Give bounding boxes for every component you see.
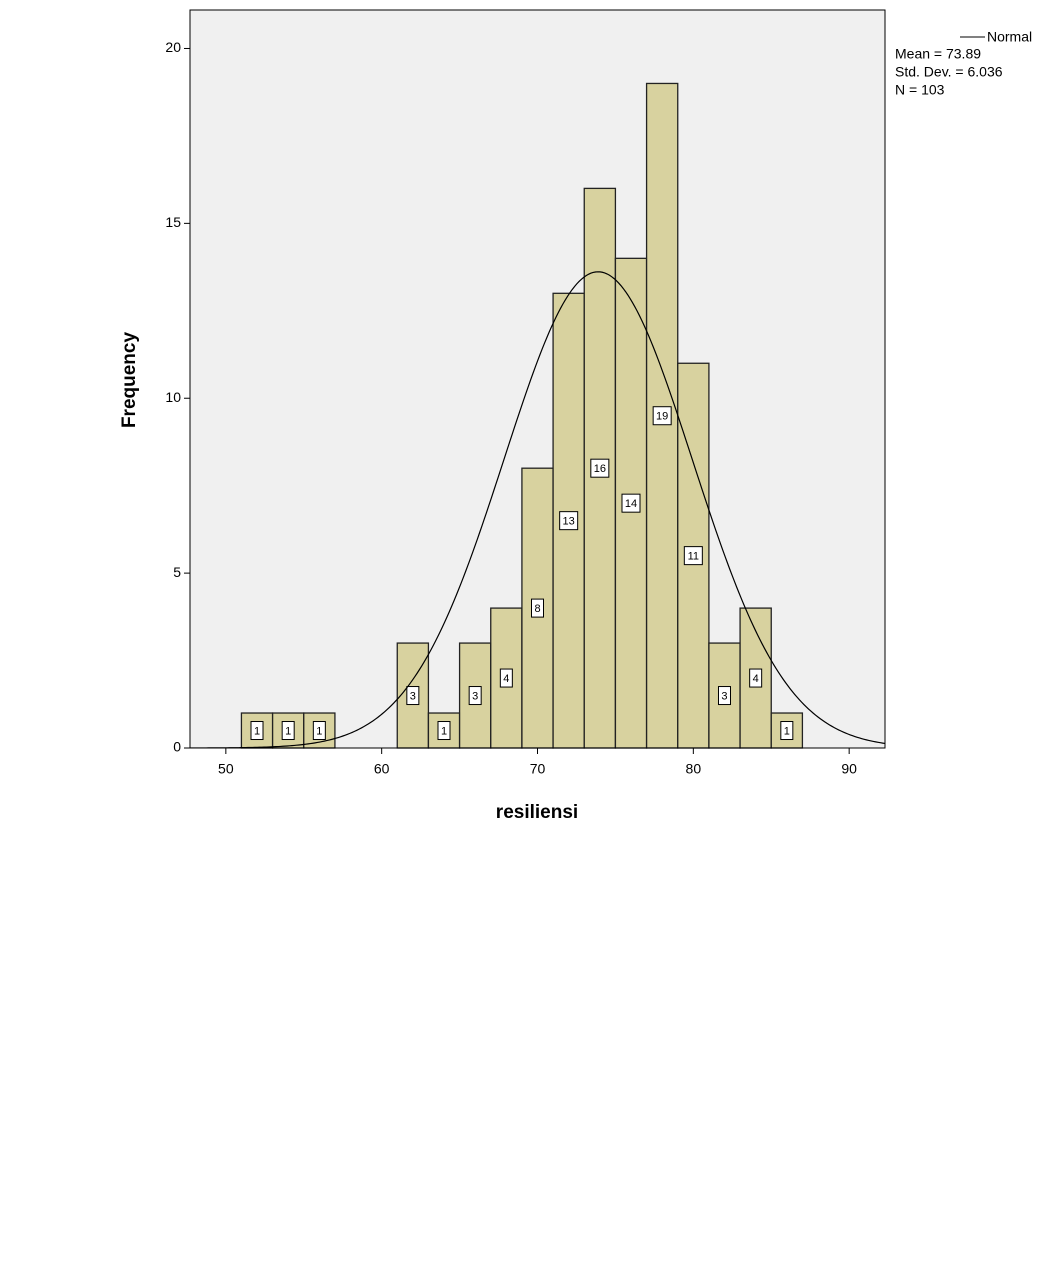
value-label-box (590, 458, 610, 478)
value-label-box (312, 721, 326, 741)
value-label-box (780, 721, 794, 741)
value-label: 3 (721, 690, 727, 702)
value-label-box (468, 686, 482, 706)
legend-sd: Std. Dev. = 6.036 (895, 64, 1003, 80)
value-label: 8 (534, 603, 540, 615)
value-label-box (621, 493, 641, 513)
value-label-box (250, 721, 264, 741)
value-label-box (559, 511, 579, 531)
value-label: 1 (784, 725, 790, 737)
value-label: 1 (316, 725, 322, 737)
value-label-box (406, 686, 420, 706)
y-tick-label: 10 (165, 389, 181, 405)
y-tick-label: 5 (173, 564, 181, 580)
normal-curve (190, 271, 886, 749)
legend-label: Normal (987, 29, 1032, 45)
legend-n: N = 103 (895, 82, 945, 98)
x-tick-label: 70 (530, 761, 546, 777)
value-label: 4 (503, 673, 509, 685)
value-label: 4 (753, 673, 759, 685)
value-label-box (281, 721, 295, 741)
value-label-box (749, 668, 763, 688)
y-axis-title: Frequency (119, 332, 140, 429)
y-tick-label: 0 (173, 739, 181, 755)
value-label-box (652, 406, 672, 426)
value-label-box (437, 721, 451, 741)
legend-mean: Mean = 73.89 (895, 46, 981, 62)
value-label: 16 (594, 463, 606, 475)
value-label: 19 (656, 411, 668, 423)
x-tick-label: 60 (374, 761, 390, 777)
x-tick-label: 50 (218, 761, 234, 777)
value-label-box (499, 668, 513, 688)
value-label: 3 (472, 690, 478, 702)
x-axis-title: resiliensi (496, 802, 578, 823)
x-tick-label: 90 (841, 761, 857, 777)
value-label: 1 (441, 725, 447, 737)
value-label: 1 (285, 725, 291, 737)
value-label-box (531, 598, 544, 618)
value-label: 13 (563, 516, 575, 528)
y-tick-label: 20 (165, 39, 181, 55)
value-label: 3 (410, 690, 416, 702)
value-label: 1 (254, 725, 260, 737)
y-tick-label: 15 (165, 214, 181, 230)
value-label-box (717, 686, 731, 706)
value-label-box (683, 546, 703, 566)
value-label: 14 (625, 498, 637, 510)
x-tick-label: 80 (686, 761, 702, 777)
value-label: 11 (688, 551, 699, 563)
